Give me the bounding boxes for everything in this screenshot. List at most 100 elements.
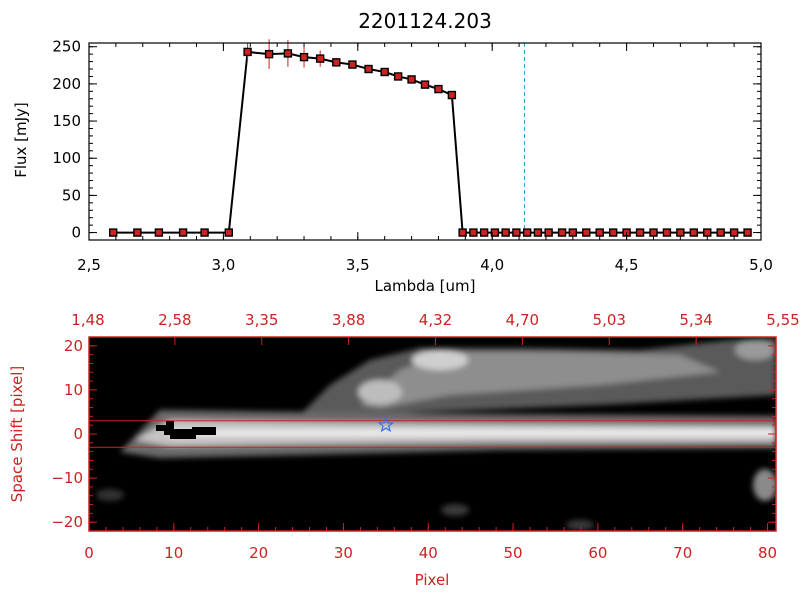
data-point [501, 228, 510, 237]
x-tick-label: 4,0 [480, 256, 504, 274]
heatmap-x-tick-label: 60 [588, 544, 607, 562]
top-wavelength-tick-label: 5,34 [679, 311, 712, 329]
heatmap-axes: 0 10 20 30 40 50 60 70 80 1,48 2,58 3,35 3,88 4,32 4,7… [51, 311, 799, 562]
data-point [544, 228, 553, 237]
data-point [490, 228, 500, 237]
bright-knot-2 [358, 380, 402, 404]
data-point [522, 228, 532, 237]
data-point [264, 49, 274, 59]
data-point [434, 84, 443, 94]
x-tick-label: 3,0 [211, 256, 235, 274]
y-tick-label: 100 [52, 149, 81, 167]
data-point [512, 228, 521, 237]
top-wavelength-tick-label: 4,32 [419, 311, 452, 329]
heatmap-x-axis-label: Pixel [415, 571, 450, 589]
data-point [458, 228, 467, 237]
data-point [608, 228, 618, 237]
top-wavelength-tick-label: 3,88 [332, 311, 365, 329]
data-point [469, 228, 478, 237]
data-point [676, 228, 685, 237]
trace-center [170, 430, 776, 436]
data-point [178, 228, 188, 237]
top-wavelength-tick-label: 2,58 [158, 311, 191, 329]
data-point [407, 75, 416, 84]
spectral-image-panel: 0 10 20 30 40 50 60 70 80 1,48 2,58 3,35 3,88 4,32 4,7… [8, 311, 800, 589]
y-axis-label: Flux [mJy] [12, 102, 30, 178]
top-wavelength-tick-label: 4,70 [506, 311, 539, 329]
data-point [108, 228, 118, 237]
data-point [154, 228, 164, 237]
x-tick-label: 4,5 [615, 256, 639, 274]
y-tick-label: 200 [52, 75, 81, 93]
data-point [703, 228, 712, 237]
heatmap-x-tick-label: 80 [758, 544, 777, 562]
data-point [689, 228, 698, 237]
plot-frame [88, 42, 762, 241]
data-point [299, 52, 309, 62]
data-point [595, 228, 604, 237]
top-wavelength-tick-label: 5,03 [593, 311, 626, 329]
data-point [420, 80, 430, 89]
x-tick-label: 5,0 [749, 256, 773, 274]
y-tick-label: 250 [52, 38, 81, 56]
data-point [332, 58, 341, 67]
data-point [447, 90, 457, 100]
noise-blob-3 [96, 489, 124, 501]
bad-pixel-region [156, 421, 216, 439]
data-point [582, 228, 591, 237]
y-tick-label: 50 [62, 186, 81, 204]
y-tick-label: 0 [71, 224, 81, 242]
series-line [113, 50, 748, 234]
chart-title: 2201124.203 [358, 9, 492, 33]
data-point [224, 228, 233, 237]
x-axis-label: Lambda [um] [375, 277, 476, 295]
data-point [743, 228, 752, 237]
top-wavelength-tick-label: 1,48 [71, 311, 104, 329]
right-edge-blob-2 [735, 340, 775, 360]
heatmap-x-tick-label: 30 [334, 544, 353, 562]
spectrum-axes: 2,5 3,0 3,5 4,0 4,5 5,0 0 50 100 150 200 250 [52, 38, 773, 274]
heatmap-x-tick-label: 50 [504, 544, 523, 562]
source-star-marker [377, 416, 395, 433]
heatmap-x-tick-label: 40 [419, 544, 438, 562]
heatmap-x-tick-label: 70 [673, 544, 692, 562]
bright-knot [412, 350, 468, 370]
x-tick-label: 2,5 [77, 256, 101, 274]
data-point [283, 49, 293, 58]
top-wavelength-tick-label: 5,55 [766, 311, 799, 329]
heatmap-y-tick-label: −10 [51, 469, 83, 487]
spectrum-series [108, 39, 752, 240]
top-wavelength-tick-label: 3,35 [245, 311, 278, 329]
noise-blob-2 [566, 520, 594, 530]
right-edge-blob [753, 469, 776, 501]
heatmap-x-tick-label: 10 [164, 544, 183, 562]
x-tick-label: 3,5 [346, 256, 370, 274]
heatmap-y-tick-label: 20 [64, 337, 83, 355]
data-point [662, 228, 672, 237]
data-point [533, 228, 543, 237]
data-point [200, 228, 209, 237]
data-point [364, 64, 373, 74]
heatmap-image [89, 337, 776, 531]
data-point [729, 228, 739, 237]
spectrum-panel: 2201124.203 2,5 3,0 3,5 4,0 4,5 5,00501001502… [12, 9, 773, 295]
noise-blob [441, 504, 469, 516]
heatmap-y-tick-label: 0 [73, 425, 83, 443]
heatmap-y-tick-label: 10 [64, 381, 83, 399]
data-point [133, 228, 142, 237]
heatmap-x-tick-label: 0 [84, 544, 94, 562]
data-point [716, 228, 725, 237]
data-point [479, 228, 489, 237]
y-tick-label: 150 [52, 112, 81, 130]
data-point [635, 228, 645, 237]
data-point [348, 60, 357, 69]
data-point [649, 228, 658, 237]
heatmap-y-tick-label: −20 [51, 513, 83, 531]
data-point [315, 54, 325, 63]
heatmap-y-axis-label: Space Shift [pixel] [8, 366, 26, 503]
heatmap-x-tick-label: 20 [249, 544, 268, 562]
data-point [380, 67, 389, 77]
data-point [557, 228, 567, 237]
data-point [393, 72, 403, 81]
